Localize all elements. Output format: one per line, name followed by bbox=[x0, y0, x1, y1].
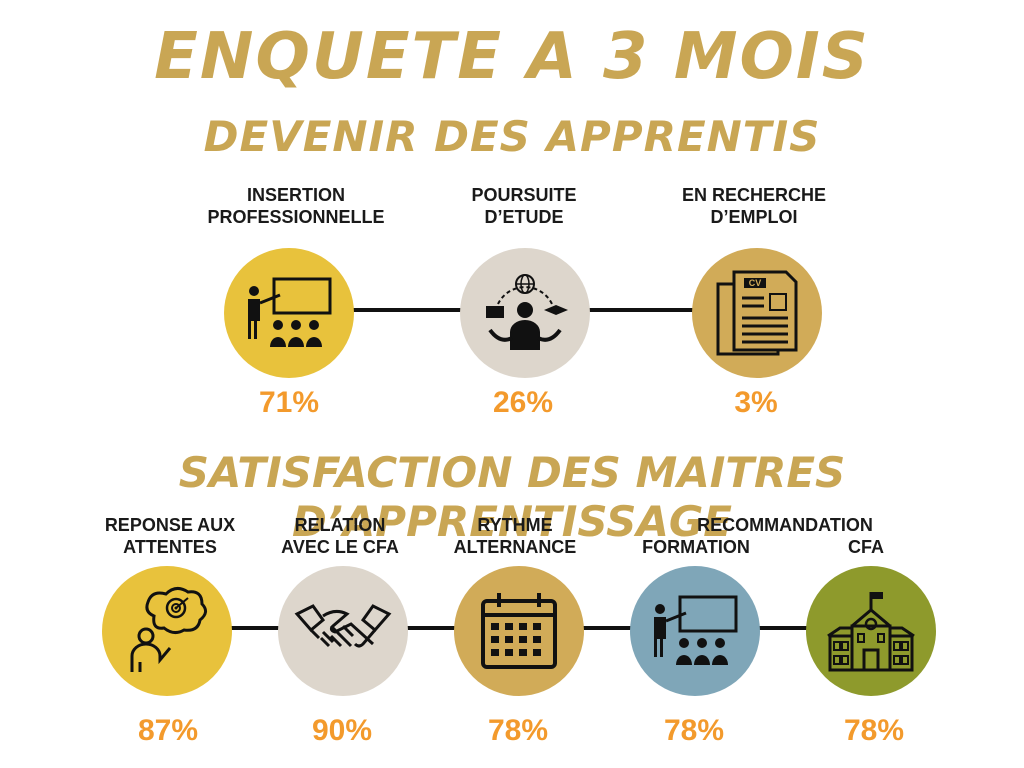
circle-relation bbox=[278, 566, 408, 696]
circle-cfa bbox=[806, 566, 936, 696]
section-title-devenir: DEVENIR DES APPRENTIS bbox=[203, 112, 821, 161]
label-recommandation: RECOMMANDATION bbox=[697, 515, 873, 535]
target-thinking-icon bbox=[130, 587, 207, 672]
percent-rythme: 78% bbox=[487, 714, 549, 747]
teacher-presentation-icon bbox=[248, 277, 332, 347]
section-title-satisfaction: SATISFACTION DES MAITRES D’APPRENTISSAGE bbox=[178, 448, 846, 546]
percent-insertion: 71% bbox=[258, 386, 320, 419]
label-formation: FORMATION bbox=[642, 537, 750, 557]
label-insertion: INSERTION PROFESSIONNELLE bbox=[207, 185, 385, 227]
circle-poursuite bbox=[460, 248, 590, 378]
cv-document-icon: CV bbox=[716, 270, 798, 356]
calendar-icon bbox=[481, 593, 557, 669]
school-building-icon bbox=[827, 592, 915, 672]
label-reponse: REPONSE AUX ATTENTES bbox=[104, 515, 236, 557]
circle-formation bbox=[630, 566, 760, 696]
handshake-icon bbox=[294, 604, 392, 648]
circle-rythme bbox=[454, 566, 584, 696]
page-title: ENQUETE A 3 MOIS bbox=[154, 20, 870, 94]
label-rythme: RYTHME ALTERNANCE bbox=[453, 515, 577, 557]
circle-reponse bbox=[102, 566, 232, 696]
teacher-presentation-icon bbox=[654, 595, 738, 665]
label-cfa: CFA bbox=[848, 537, 884, 557]
label-poursuite: POURSUITE D’ETUDE bbox=[471, 185, 577, 227]
svg-text:CV: CV bbox=[749, 278, 762, 288]
percent-relation: 90% bbox=[311, 714, 373, 747]
percent-cfa: 78% bbox=[843, 714, 905, 747]
circle-recherche: CV bbox=[692, 248, 822, 378]
percent-poursuite: 26% bbox=[492, 386, 554, 419]
percent-formation: 78% bbox=[663, 714, 725, 747]
percent-reponse: 87% bbox=[137, 714, 199, 747]
label-recherche: EN RECHERCHE D’EMPLOI bbox=[681, 185, 827, 227]
student-studies-icon bbox=[486, 274, 568, 350]
circle-insertion bbox=[224, 248, 354, 378]
label-relation: RELATION AVEC LE CFA bbox=[281, 515, 399, 557]
percent-recherche: 3% bbox=[734, 386, 778, 419]
